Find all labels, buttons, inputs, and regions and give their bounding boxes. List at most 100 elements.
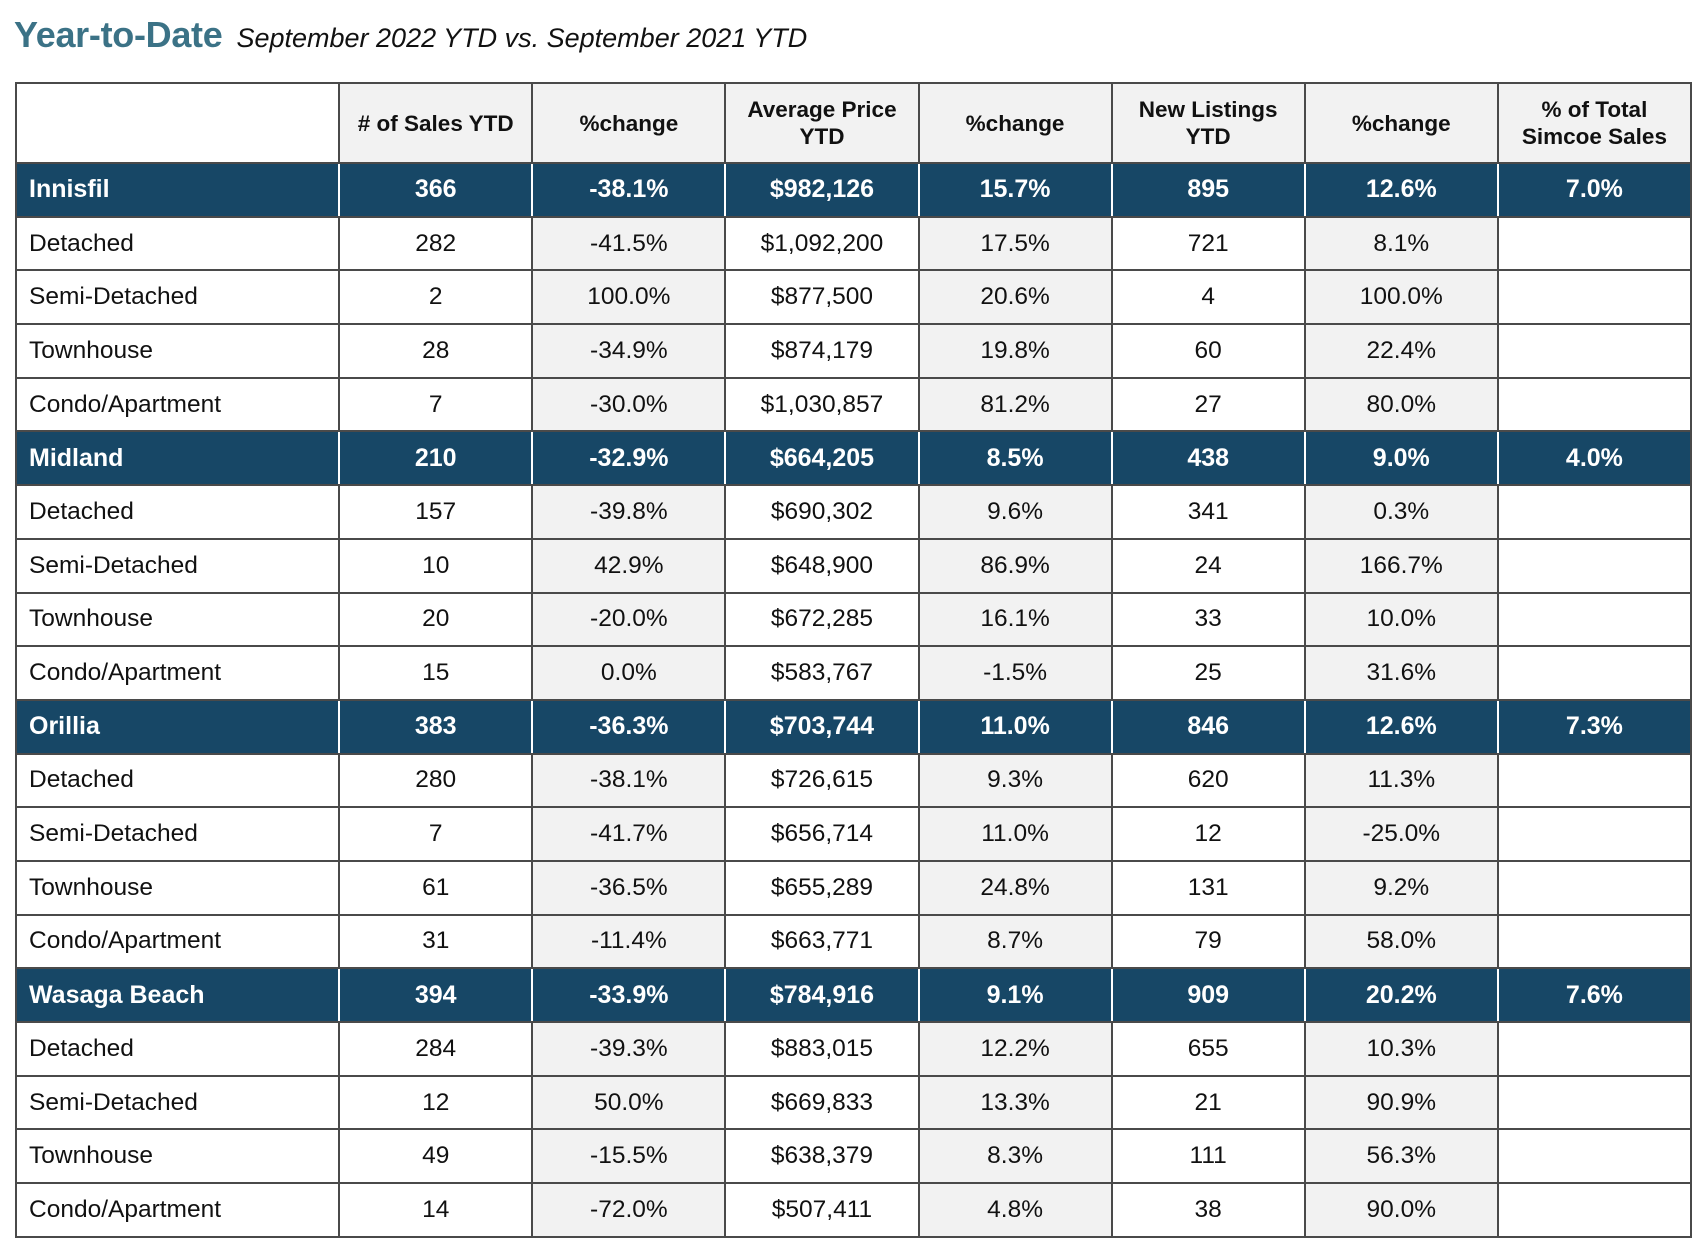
header-sales-change: %change bbox=[531, 82, 727, 164]
property-type-cell: Townhouse bbox=[14, 1128, 341, 1185]
percent-total-cell bbox=[1496, 1182, 1693, 1238]
average-price-cell: $703,744 bbox=[724, 698, 920, 755]
property-type-cell: Detached bbox=[14, 215, 341, 272]
listings-change-cell: 31.6% bbox=[1303, 645, 1499, 701]
property-type-row: Semi-Detached 2 100.0% $877,500 20.6% 4 100.0% bbox=[14, 269, 1693, 326]
sales-ytd-cell: 280 bbox=[338, 752, 534, 809]
percent-total-cell: 7.3% bbox=[1496, 698, 1693, 755]
property-type-cell: Townhouse bbox=[14, 323, 341, 379]
property-type-row: Detached 282 -41.5% $1,092,200 17.5% 721 8.1% bbox=[14, 215, 1693, 272]
sales-change-cell: -30.0% bbox=[531, 376, 727, 433]
price-change-cell: 4.8% bbox=[917, 1182, 1113, 1238]
report-subtitle: September 2022 YTD vs. September 2021 YT… bbox=[236, 23, 808, 53]
average-price-cell: $883,015 bbox=[724, 1021, 920, 1077]
price-change-cell: -1.5% bbox=[917, 645, 1113, 701]
sales-change-cell: 0.0% bbox=[531, 645, 727, 701]
property-type-cell: Semi-Detached bbox=[14, 269, 341, 326]
header-sales-ytd: # of Sales YTD bbox=[338, 82, 534, 164]
average-price-cell: $690,302 bbox=[724, 484, 920, 540]
property-type-cell: Detached bbox=[14, 752, 341, 809]
average-price-cell: $726,615 bbox=[724, 752, 920, 809]
sales-ytd-cell: 15 bbox=[338, 645, 534, 701]
listings-change-cell: 9.0% bbox=[1303, 430, 1499, 487]
price-change-cell: 16.1% bbox=[917, 591, 1113, 648]
sales-change-cell: -33.9% bbox=[531, 967, 727, 1023]
average-price-cell: $784,916 bbox=[724, 967, 920, 1023]
price-change-cell: 9.6% bbox=[917, 484, 1113, 540]
percent-total-cell bbox=[1496, 591, 1693, 648]
sales-change-cell: -39.3% bbox=[531, 1021, 727, 1077]
sales-change-cell: -32.9% bbox=[531, 430, 727, 487]
region-row: Wasaga Beach 394 -33.9% $784,916 9.1% 909 20.2… bbox=[14, 967, 1693, 1023]
sales-ytd-cell: 14 bbox=[338, 1182, 534, 1238]
region-row: Midland 210 -32.9% $664,205 8.5% 438 9.0% 4.0% bbox=[14, 430, 1693, 487]
property-type-cell: Townhouse bbox=[14, 591, 341, 648]
listings-change-cell: 0.3% bbox=[1303, 484, 1499, 540]
sales-change-cell: -41.5% bbox=[531, 215, 727, 272]
new-listings-cell: 27 bbox=[1110, 376, 1306, 433]
average-price-cell: $664,205 bbox=[724, 430, 920, 487]
average-price-cell: $663,771 bbox=[724, 913, 920, 970]
property-type-row: Condo/Apartment 7 -30.0% $1,030,857 81.2% 27 8… bbox=[14, 376, 1693, 433]
sales-change-cell: 100.0% bbox=[531, 269, 727, 326]
listings-change-cell: 11.3% bbox=[1303, 752, 1499, 809]
price-change-cell: 13.3% bbox=[917, 1074, 1113, 1131]
new-listings-cell: 79 bbox=[1110, 913, 1306, 970]
new-listings-cell: 341 bbox=[1110, 484, 1306, 540]
listings-change-cell: 90.0% bbox=[1303, 1182, 1499, 1238]
percent-total-cell bbox=[1496, 323, 1693, 379]
header-listings-change: %change bbox=[1303, 82, 1499, 164]
percent-total-cell: 7.6% bbox=[1496, 967, 1693, 1023]
property-type-cell: Condo/Apartment bbox=[14, 645, 341, 701]
average-price-cell: $669,833 bbox=[724, 1074, 920, 1131]
price-change-cell: 8.5% bbox=[917, 430, 1113, 487]
new-listings-cell: 909 bbox=[1110, 967, 1306, 1023]
sales-ytd-cell: 394 bbox=[338, 967, 534, 1023]
property-type-cell: Detached bbox=[14, 484, 341, 540]
percent-total-cell bbox=[1496, 484, 1693, 540]
report-title: Year-to-Date bbox=[14, 14, 223, 55]
listings-change-cell: 20.2% bbox=[1303, 967, 1499, 1023]
region-row: Innisfil 366 -38.1% $982,126 15.7% 895 12.6% 7.… bbox=[14, 162, 1693, 218]
average-price-cell: $672,285 bbox=[724, 591, 920, 648]
percent-total-cell bbox=[1496, 1074, 1693, 1131]
listings-change-cell: 22.4% bbox=[1303, 323, 1499, 379]
property-type-row: Detached 157 -39.8% $690,302 9.6% 341 0.3% bbox=[14, 484, 1693, 540]
listings-change-cell: 90.9% bbox=[1303, 1074, 1499, 1131]
percent-total-cell bbox=[1496, 1128, 1693, 1185]
new-listings-cell: 60 bbox=[1110, 323, 1306, 379]
sales-ytd-cell: 7 bbox=[338, 806, 534, 862]
sales-change-cell: -72.0% bbox=[531, 1182, 727, 1238]
sales-ytd-cell: 210 bbox=[338, 430, 534, 487]
average-price-cell: $982,126 bbox=[724, 162, 920, 218]
header-price-change: %change bbox=[917, 82, 1113, 164]
table-header: # of Sales YTD %change Average Price YTD… bbox=[14, 82, 1693, 164]
average-price-cell: $507,411 bbox=[724, 1182, 920, 1238]
percent-total-cell bbox=[1496, 913, 1693, 970]
listings-change-cell: 12.6% bbox=[1303, 162, 1499, 218]
listings-change-cell: 8.1% bbox=[1303, 215, 1499, 272]
property-type-row: Semi-Detached 10 42.9% $648,900 86.9% 24 166.7… bbox=[14, 537, 1693, 594]
sales-ytd-cell: 61 bbox=[338, 859, 534, 916]
new-listings-cell: 655 bbox=[1110, 1021, 1306, 1077]
property-type-cell: Semi-Detached bbox=[14, 1074, 341, 1131]
header-corner bbox=[14, 82, 341, 164]
listings-change-cell: 166.7% bbox=[1303, 537, 1499, 594]
new-listings-cell: 131 bbox=[1110, 859, 1306, 916]
sales-ytd-cell: 282 bbox=[338, 215, 534, 272]
percent-total-cell: 7.0% bbox=[1496, 162, 1693, 218]
sales-change-cell: 42.9% bbox=[531, 537, 727, 594]
region-row: Orillia 383 -36.3% $703,744 11.0% 846 12.6% 7.3… bbox=[14, 698, 1693, 755]
price-change-cell: 8.7% bbox=[917, 913, 1113, 970]
price-change-cell: 12.2% bbox=[917, 1021, 1113, 1077]
sales-ytd-cell: 366 bbox=[338, 162, 534, 218]
sales-change-cell: -39.8% bbox=[531, 484, 727, 540]
listings-change-cell: 58.0% bbox=[1303, 913, 1499, 970]
property-type-cell: Condo/Apartment bbox=[14, 376, 341, 433]
listings-change-cell: 9.2% bbox=[1303, 859, 1499, 916]
sales-ytd-cell: 28 bbox=[338, 323, 534, 379]
sales-ytd-cell: 2 bbox=[338, 269, 534, 326]
sales-ytd-cell: 31 bbox=[338, 913, 534, 970]
sales-change-cell: -11.4% bbox=[531, 913, 727, 970]
header-row: # of Sales YTD %change Average Price YTD… bbox=[14, 82, 1693, 164]
